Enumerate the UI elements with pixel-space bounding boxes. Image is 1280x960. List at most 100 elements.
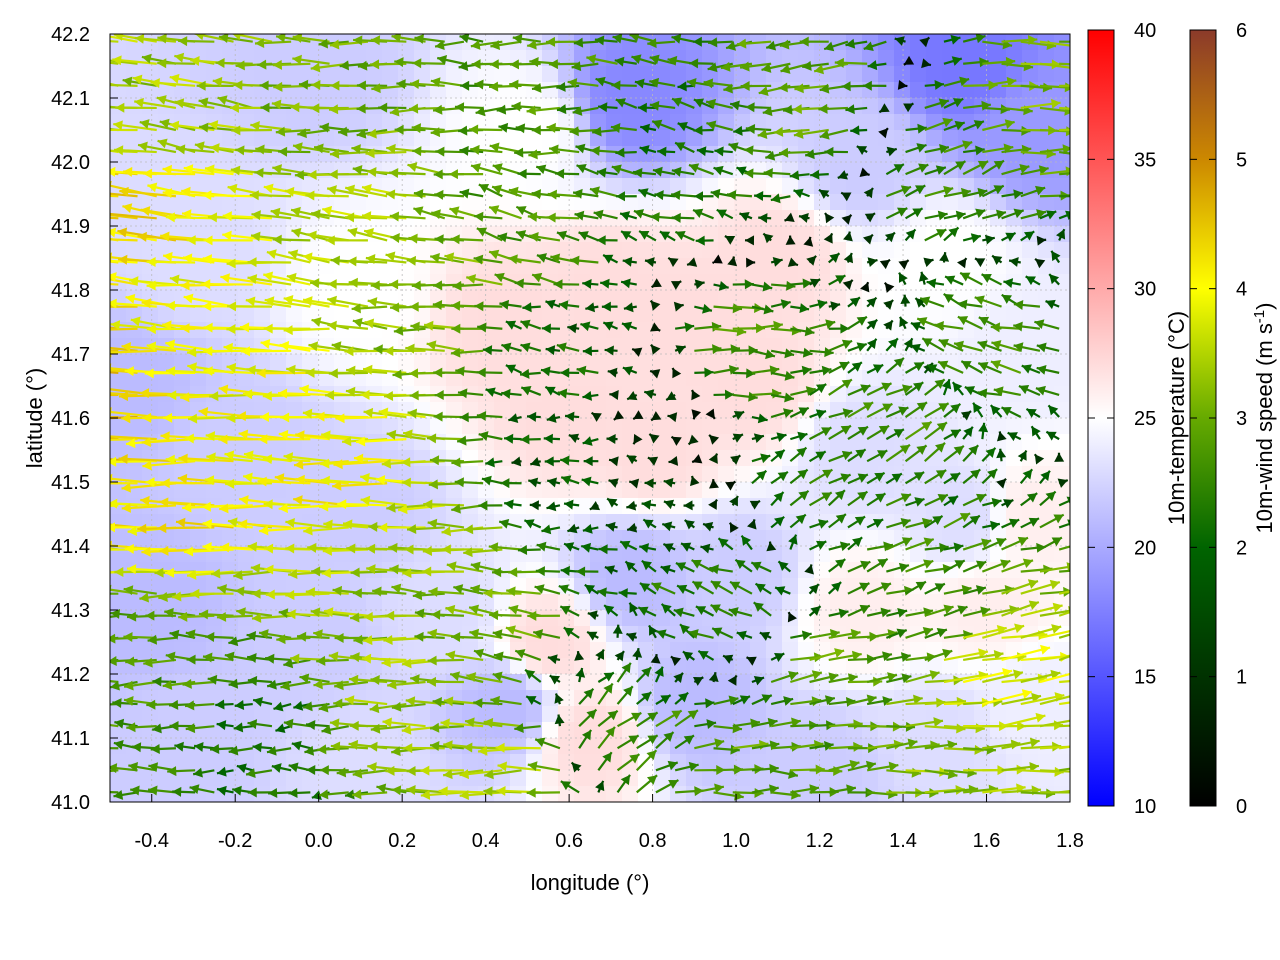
temperature-cell <box>222 594 239 611</box>
temperature-cell <box>670 482 687 499</box>
temperature-cell <box>462 370 479 387</box>
temperature-cell <box>910 66 927 83</box>
temperature-cell <box>302 482 319 499</box>
temperature-cell <box>430 66 447 83</box>
temperature-cell <box>318 770 335 787</box>
temperature-cell <box>302 242 319 259</box>
temperature-cell <box>1006 130 1023 147</box>
temperature-cell <box>142 402 159 419</box>
temperature-cell <box>414 130 431 147</box>
temperature-cell <box>366 370 383 387</box>
temperature-cell <box>254 642 271 659</box>
temperature-cell <box>782 594 799 611</box>
temperature-cell <box>446 146 463 163</box>
temperature-cell <box>206 354 223 371</box>
temperature-cell <box>1006 482 1023 499</box>
plot-area <box>60 33 1071 803</box>
temperature-cell <box>350 290 367 307</box>
temperature-cell <box>222 130 239 147</box>
temperature-cell <box>926 306 943 323</box>
temperature-cell <box>670 450 687 467</box>
temperature-cell <box>478 130 495 147</box>
wind-arrow-head <box>62 457 71 467</box>
temperature-cell <box>174 530 191 547</box>
temperature-cell <box>190 194 207 211</box>
wind-arrow-head <box>60 390 69 400</box>
temperature-cell <box>478 706 495 723</box>
temperature-cell <box>702 466 719 483</box>
temperature-cell <box>334 402 351 419</box>
temperature-cell <box>1054 786 1070 802</box>
temperature-cell <box>942 706 959 723</box>
temperature-cell <box>238 354 255 371</box>
temperature-cell <box>542 626 559 643</box>
temperature-cell <box>526 466 543 483</box>
temperature-cell <box>350 418 367 435</box>
temperature-cell <box>814 242 831 259</box>
temperature-cell <box>254 594 271 611</box>
temperature-cell <box>494 466 511 483</box>
temperature-cell <box>462 322 479 339</box>
temperature-cell <box>1054 322 1070 339</box>
temperature-cell <box>510 402 527 419</box>
temperature-cell <box>510 530 527 547</box>
temperature-cell <box>814 306 831 323</box>
wind-arrow-head <box>110 252 113 263</box>
temperature-cell <box>142 418 159 435</box>
temperature-cell <box>270 66 287 83</box>
temperature-cell <box>654 354 671 371</box>
temperature-cell <box>622 146 639 163</box>
temperature-cell <box>670 594 687 611</box>
temperature-cell <box>542 482 559 499</box>
temperature-cell <box>318 354 335 371</box>
temperature-cell <box>430 290 447 307</box>
temperature-cell <box>174 546 191 563</box>
temperature-cell <box>158 418 175 435</box>
temperature-cell <box>398 594 415 611</box>
temperature-cell <box>142 642 159 659</box>
temperature-cell <box>446 210 463 227</box>
temperature-cell <box>318 466 335 483</box>
temperature-cell <box>270 514 287 531</box>
temperature-cell <box>382 114 399 131</box>
temperature-cell <box>590 530 607 547</box>
temperature-cell <box>174 626 191 643</box>
temperature-cell <box>702 210 719 227</box>
temperature-cell <box>478 34 495 51</box>
temperature-cell <box>238 130 255 147</box>
temperature-cell <box>894 130 911 147</box>
temperature-cell <box>910 194 927 211</box>
temperature-cell <box>222 754 239 771</box>
temperature-cell <box>910 82 927 99</box>
temperature-cell <box>238 114 255 131</box>
temperature-cell <box>238 418 255 435</box>
temperature-cell <box>542 402 559 419</box>
temperature-cell <box>254 322 271 339</box>
temperature-cell <box>318 130 335 147</box>
temperature-cell <box>494 258 511 275</box>
temperature-cell <box>318 530 335 547</box>
temperature-cell <box>206 738 223 755</box>
temperature-cell <box>750 290 767 307</box>
temperature-cell <box>478 114 495 131</box>
temperature-cell <box>590 690 607 707</box>
temperature-cell <box>654 338 671 355</box>
temperature-cell <box>206 658 223 675</box>
temperature-cell <box>846 770 863 787</box>
temperature-cell <box>590 594 607 611</box>
temperature-cell <box>286 642 303 659</box>
temperature-cell <box>878 114 895 131</box>
temperature-cell <box>302 114 319 131</box>
temperature-cell <box>910 482 927 499</box>
temperature-cell <box>766 658 783 675</box>
temperature-cell <box>318 418 335 435</box>
temperature-cell <box>446 370 463 387</box>
temperature-cell <box>318 482 335 499</box>
temperature-cell <box>238 242 255 259</box>
temperature-cell <box>334 418 351 435</box>
wind-arrow-head <box>87 255 96 265</box>
temperature-cell <box>366 274 383 291</box>
temperature-cell <box>142 706 159 723</box>
temperature-cell <box>798 290 815 307</box>
temperature-cell <box>542 706 559 723</box>
